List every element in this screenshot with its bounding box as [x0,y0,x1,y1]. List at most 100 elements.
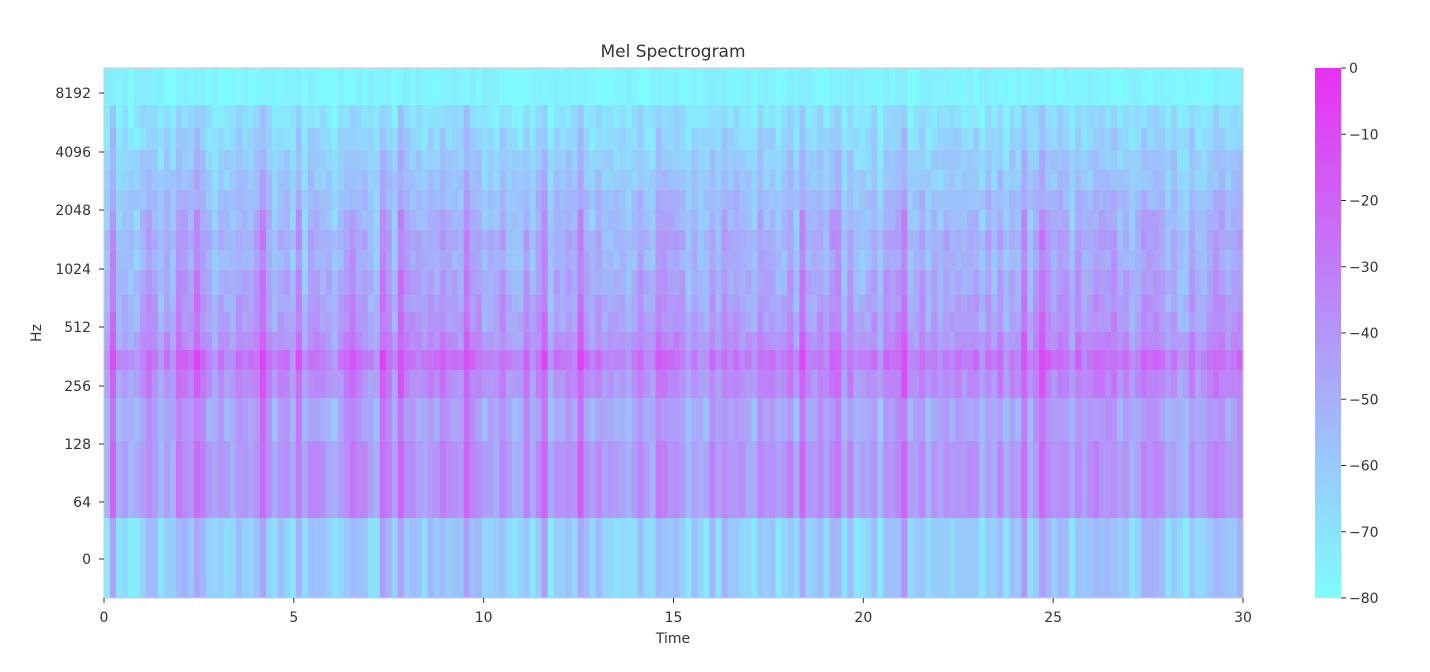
spectrogram-cell [325,105,333,128]
spectrogram-cell [445,105,453,128]
spectrogram-cell [793,270,800,295]
spectrogram-cell [1033,312,1040,332]
spectrogram-cell [955,332,962,350]
spectrogram-cell [775,350,782,370]
spectrogram-cell [199,350,207,370]
spectrogram-cell [643,295,651,312]
spectrogram-cell [415,68,423,105]
spectrogram-cell [1153,370,1160,398]
spectrogram-cell [709,210,717,230]
spectrogram-cell [781,190,788,210]
spectrogram-cell [457,150,465,170]
spectrogram-cell [1087,518,1094,598]
spectrogram-cell [379,295,387,312]
spectrogram-cell [799,105,806,128]
spectrogram-cell [127,105,135,128]
spectrogram-cell [841,128,848,150]
spectrogram-cell [541,350,549,370]
spectrogram-cell [1081,518,1088,598]
spectrogram-cell [499,128,507,150]
spectrogram-cell [439,170,447,190]
spectrogram-cell [691,312,699,332]
spectrogram-cell [1201,441,1208,518]
spectrogram-cell [907,230,914,250]
spectrogram-cell [661,210,669,230]
spectrogram-cell [283,105,291,128]
spectrogram-cell [703,398,711,441]
spectrogram-cell [265,190,273,210]
spectrogram-cell [1171,270,1178,295]
spectrogram-cell [247,441,255,518]
spectrogram-cell [877,295,884,312]
spectrogram-cell [931,270,938,295]
x-tick-label: 25 [1044,610,1062,626]
spectrogram-cell [1033,210,1040,230]
spectrogram-cell [104,250,111,270]
spectrogram-cell [709,170,717,190]
spectrogram-cell [535,128,543,150]
spectrogram-cell [241,370,249,398]
spectrogram-cell [1087,295,1094,312]
spectrogram-cell [1141,350,1148,370]
spectrogram-cell [613,250,621,270]
spectrogram-cell [259,350,267,370]
spectrogram-cell [1183,68,1190,105]
spectrogram-cell [439,68,447,105]
spectrogram-cell [1033,350,1040,370]
spectrogram-cell [391,350,399,370]
spectrogram-cell [1045,441,1052,518]
spectrogram-cell [211,105,219,128]
spectrogram-cell [853,370,860,398]
spectrogram-cell [709,150,717,170]
spectrogram-cell [721,312,729,332]
spectrogram-cell [841,312,848,332]
spectrogram-cell [331,398,339,441]
spectrogram-cell [1237,295,1244,312]
spectrogram-cell [1189,270,1196,295]
spectrogram-cell [817,332,824,350]
spectrogram-cell [757,230,765,250]
spectrogram-cell [493,332,501,350]
spectrogram-cell [1117,295,1124,312]
spectrogram-cell [637,170,645,190]
spectrogram-cell [1135,105,1142,128]
spectrogram-cell [595,441,603,518]
spectrogram-cell [355,150,363,170]
spectrogram-cell [355,190,363,210]
spectrogram-cell [301,441,309,518]
spectrogram-cell [691,518,699,598]
spectrogram-cell [499,230,507,250]
spectrogram-cell [1225,150,1232,170]
spectrogram-cell [361,270,369,295]
spectrogram-cell [1183,312,1190,332]
spectrogram-cell [1201,312,1208,332]
spectrogram-cell [541,230,549,250]
spectrogram-cell [823,370,830,398]
spectrogram-cell [139,210,147,230]
spectrogram-cell [1063,150,1070,170]
spectrogram-cell [1057,190,1064,210]
spectrogram-cell [955,150,962,170]
spectrogram-cell [943,332,950,350]
spectrogram-cell [1195,210,1202,230]
spectrogram-cell [913,150,920,170]
spectrogram-cell [553,398,561,441]
spectrogram-cell [859,441,866,518]
spectrogram-cell [1033,150,1040,170]
spectrogram-cell [1051,230,1058,250]
spectrogram-cell [739,250,747,270]
spectrogram-cell [523,190,531,210]
spectrogram-cell [373,250,381,270]
spectrogram-cell [289,230,297,250]
spectrogram-cell [1039,105,1046,128]
spectrogram-cell [157,105,165,128]
spectrogram-cell [1009,295,1016,312]
spectrogram-cell [685,350,693,370]
spectrogram-cell [763,250,771,270]
spectrogram-cell [283,230,291,250]
spectrogram-cell [1051,518,1058,598]
spectrogram-cell [907,398,914,441]
spectrogram-cell [307,350,315,370]
spectrogram-cell [865,350,872,370]
spectrogram-cell [235,312,243,332]
